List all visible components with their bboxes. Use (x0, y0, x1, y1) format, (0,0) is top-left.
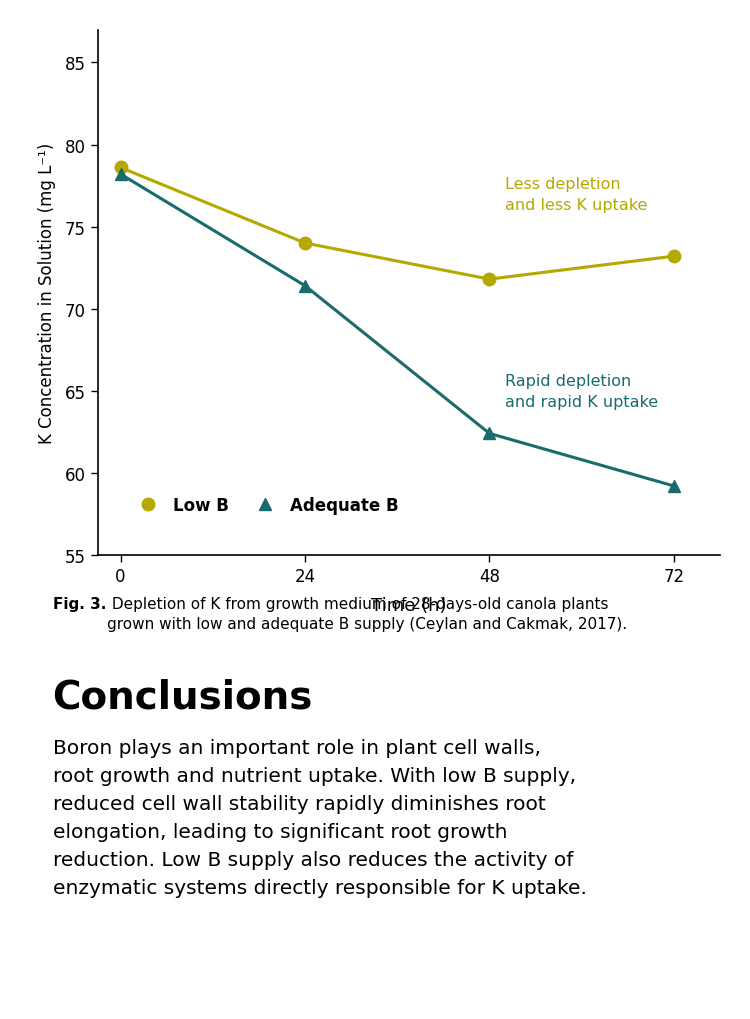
Text: Conclusions: Conclusions (53, 678, 313, 715)
Text: Fig. 3.: Fig. 3. (53, 596, 106, 611)
Y-axis label: K Concentration in Solution (mg L⁻¹): K Concentration in Solution (mg L⁻¹) (38, 143, 56, 443)
Text: Less depletion
and less K uptake: Less depletion and less K uptake (505, 176, 647, 213)
Text: Rapid depletion
and rapid K uptake: Rapid depletion and rapid K uptake (505, 373, 658, 410)
Text: Boron plays an important role in plant cell walls,
root growth and nutrient upta: Boron plays an important role in plant c… (53, 739, 586, 898)
Legend: Low B, Adequate B: Low B, Adequate B (124, 489, 406, 521)
X-axis label: Time (h): Time (h) (371, 596, 446, 614)
Text: Depletion of K from growth medium of 28-days-old canola plants
grown with low an: Depletion of K from growth medium of 28-… (106, 596, 627, 632)
